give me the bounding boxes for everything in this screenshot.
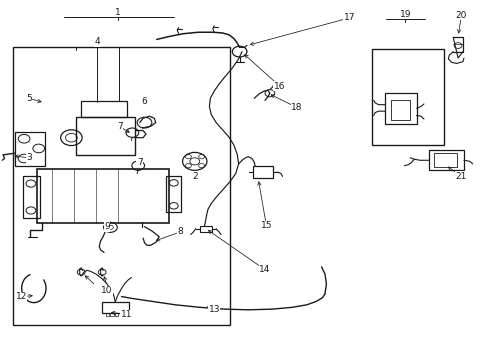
Text: 1: 1 <box>115 8 121 17</box>
Bar <box>384 93 416 125</box>
Bar <box>13 47 229 325</box>
Bar <box>81 101 127 117</box>
Text: 20: 20 <box>455 10 466 19</box>
Bar <box>166 176 181 212</box>
Bar <box>428 150 463 170</box>
Text: 10: 10 <box>101 286 113 295</box>
Bar <box>110 313 114 316</box>
Bar <box>102 302 129 314</box>
Bar <box>390 100 409 120</box>
Bar <box>433 153 456 167</box>
Text: 4: 4 <box>94 37 100 46</box>
Text: 3: 3 <box>26 153 32 162</box>
Text: 7: 7 <box>117 122 123 131</box>
Bar <box>37 169 168 223</box>
Bar <box>22 176 40 218</box>
Text: 2: 2 <box>192 172 197 181</box>
Text: 7: 7 <box>137 158 142 167</box>
Text: 18: 18 <box>291 103 302 112</box>
Bar <box>120 313 123 316</box>
Text: 21: 21 <box>455 172 466 181</box>
Bar <box>199 226 211 232</box>
Text: 6: 6 <box>142 97 147 106</box>
Text: 5: 5 <box>26 94 32 103</box>
Text: 13: 13 <box>208 305 220 314</box>
Text: 12: 12 <box>16 292 27 301</box>
Text: 16: 16 <box>273 82 285 91</box>
Text: 15: 15 <box>260 221 272 230</box>
Bar <box>115 313 118 316</box>
Bar <box>106 313 109 316</box>
Bar <box>15 132 44 166</box>
Text: 8: 8 <box>177 228 183 237</box>
Text: 14: 14 <box>259 265 270 274</box>
Text: 19: 19 <box>399 10 410 19</box>
Text: 17: 17 <box>343 13 354 22</box>
Bar <box>371 49 444 145</box>
Bar <box>76 117 135 155</box>
Text: 9: 9 <box>104 222 110 231</box>
Bar <box>123 313 127 316</box>
Text: 11: 11 <box>121 310 132 319</box>
Bar <box>253 166 272 178</box>
